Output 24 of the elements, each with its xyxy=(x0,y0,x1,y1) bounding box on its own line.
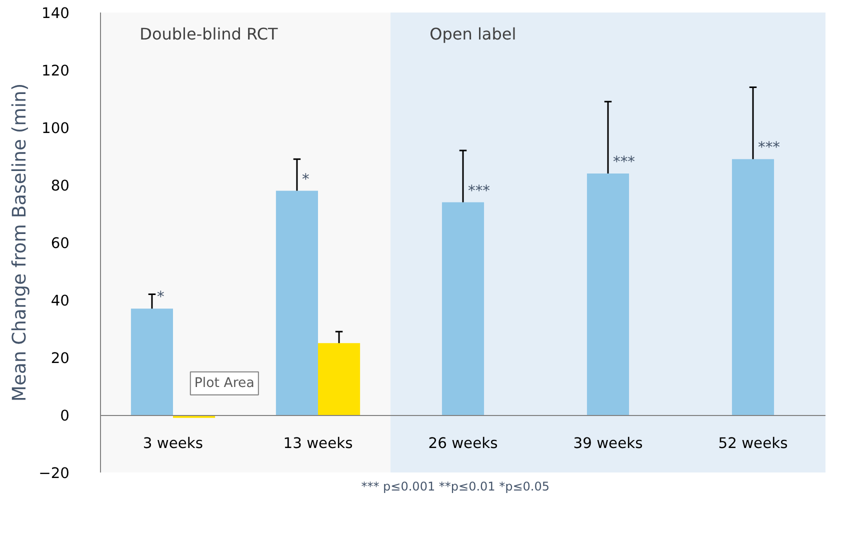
data-label: *** xyxy=(758,139,780,156)
y-tick-label: −20 xyxy=(38,465,70,482)
annotation: Plot Area xyxy=(194,376,254,391)
data-label: * xyxy=(302,170,310,188)
x-tick-label: 26 weeks xyxy=(428,435,498,452)
y-tick-label: 0 xyxy=(60,408,70,424)
data-label: *** xyxy=(613,154,635,170)
y-tick-label: 20 xyxy=(50,350,70,367)
y-tick-label: 140 xyxy=(42,5,70,22)
y-tick-label: 40 xyxy=(50,292,70,310)
data-label: * xyxy=(156,288,164,306)
data-label: *** xyxy=(468,182,490,200)
band-label: Open label xyxy=(430,24,516,44)
x-tick-label: 52 weeks xyxy=(718,435,788,452)
x-tick-label: 39 weeks xyxy=(573,435,643,452)
y-tick-label: 80 xyxy=(50,178,70,194)
x-tick-label: 13 weeks xyxy=(283,435,353,452)
y-tick-label: 120 xyxy=(42,62,70,80)
band-label: Double-blind RCT xyxy=(140,24,278,44)
y-tick-label: 100 xyxy=(42,120,70,137)
y-tick-label: 60 xyxy=(50,235,70,252)
y-axis-title: Mean Change from Baseline (min) xyxy=(10,83,31,402)
x-tick-label: 3 weeks xyxy=(142,435,204,452)
text: *** p≤0.001 **p≤0.01 *p≤0.05 xyxy=(361,480,550,494)
